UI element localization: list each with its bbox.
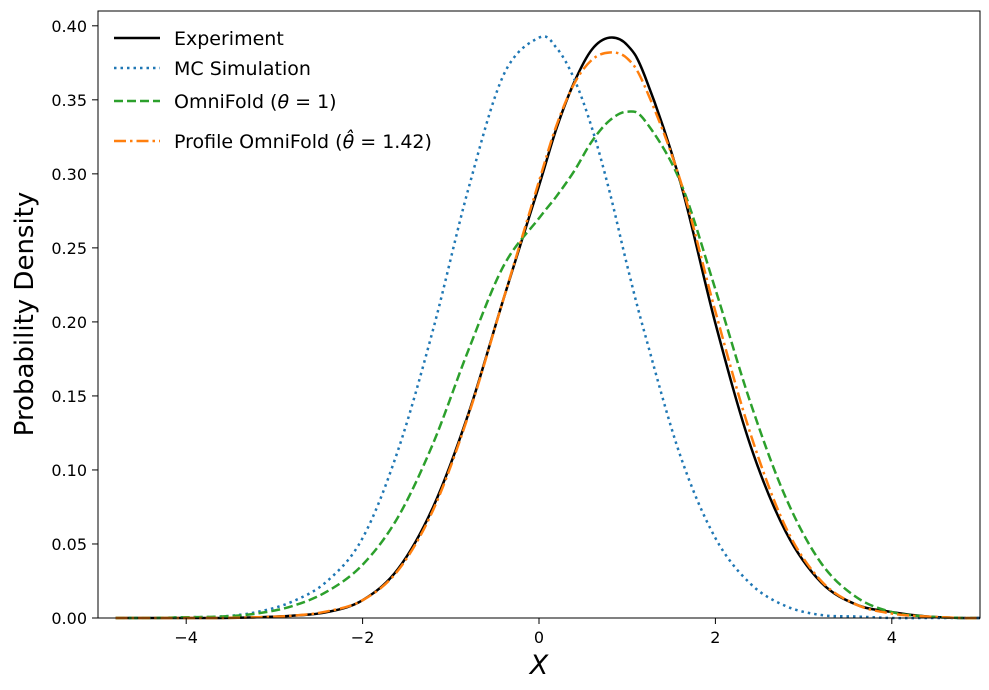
legend-label-omnifold: OmniFold (θ = 1) [174, 91, 337, 113]
y-axis-label: Probability Density [10, 192, 40, 437]
legend-profile-prefix: Profile OmniFold ( [174, 131, 343, 153]
legend-profile-theta: θ̂ [343, 129, 355, 153]
legend-profile-rest: = 1.42) [354, 131, 432, 153]
y-tick-label: 0.00 [51, 609, 87, 628]
y-tick-label: 0.20 [51, 313, 87, 332]
x-tick-label: 4 [887, 628, 897, 647]
y-tick-label: 0.30 [51, 165, 87, 184]
legend-label-profile-omnifold: Profile OmniFold (θ̂ = 1.42) [174, 129, 432, 153]
x-tick-label: 0 [534, 628, 544, 647]
x-tick-label: 2 [710, 628, 720, 647]
y-tick-label: 0.25 [51, 239, 87, 258]
legend-label-mc-simulation: MC Simulation [174, 58, 311, 80]
legend-label-experiment: Experiment [174, 28, 284, 50]
y-tick-label: 0.40 [51, 17, 87, 36]
y-tick-label: 0.10 [51, 461, 87, 480]
x-tick-label: −4 [174, 628, 198, 647]
y-tick-label: 0.35 [51, 91, 87, 110]
x-axis-ticks: −4 −2 0 2 4 [174, 618, 896, 647]
x-tick-label: −2 [351, 628, 375, 647]
legend-omnifold-theta: θ [277, 91, 289, 113]
y-tick-label: 0.15 [51, 387, 87, 406]
legend-omnifold-prefix: OmniFold ( [174, 91, 277, 113]
x-axis-label: X [528, 650, 549, 681]
y-axis-ticks: 0.00 0.05 0.10 0.15 0.20 0.25 0.30 0.35 0.40 [51, 17, 98, 628]
y-tick-label: 0.05 [51, 535, 87, 554]
chart: −4 −2 0 2 4 0.00 0.05 0.10 0.15 0.20 0.25 0.30 0.35… [0, 0, 989, 690]
legend-omnifold-rest: = 1) [289, 91, 337, 113]
